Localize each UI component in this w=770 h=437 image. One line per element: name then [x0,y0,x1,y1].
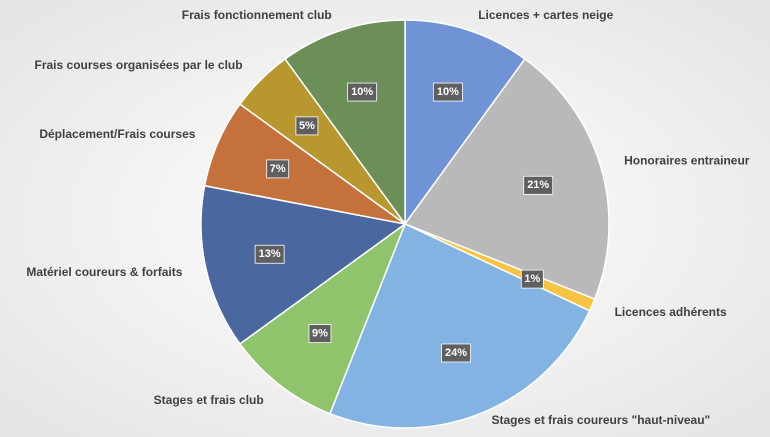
data-label-box [441,343,471,363]
data-label-box [266,159,290,179]
data-label: 10% [437,86,459,98]
pie-slice [238,221,407,415]
pie-slice [200,184,407,345]
data-label-box [432,82,463,102]
category-label: Stages et frais coureurs "haut-niveau" [491,413,710,427]
data-label: 10% [351,86,373,98]
category-label: Frais fonctionnement club [182,8,332,22]
category-label: Honoraires entraineur [624,154,750,168]
pie-slice [284,19,406,227]
data-label: 24% [445,347,467,359]
pie-slice [403,57,610,301]
data-label-box [520,269,544,289]
category-label: Déplacement/Frais courses [39,127,195,141]
pie-slice [328,222,591,429]
category-label: Licences adhérents [615,305,727,319]
data-label-box [295,116,319,136]
category-label: Frais courses organisées par le club [35,58,243,72]
data-label: 1% [524,273,540,285]
data-label: 13% [259,248,281,260]
data-label-box [254,244,285,264]
data-label-box [308,324,332,344]
category-label: Stages et frais club [154,393,264,407]
data-label: 21% [527,179,549,191]
data-label: 5% [299,120,315,132]
category-label: Matériel coureurs & forfaits [26,265,182,279]
category-label: Licences + cartes neige [478,8,613,22]
data-label: 9% [312,328,328,340]
data-label: 7% [270,163,286,175]
data-label-box [347,82,378,102]
pie-slice [404,19,526,227]
data-label-box [523,175,554,195]
